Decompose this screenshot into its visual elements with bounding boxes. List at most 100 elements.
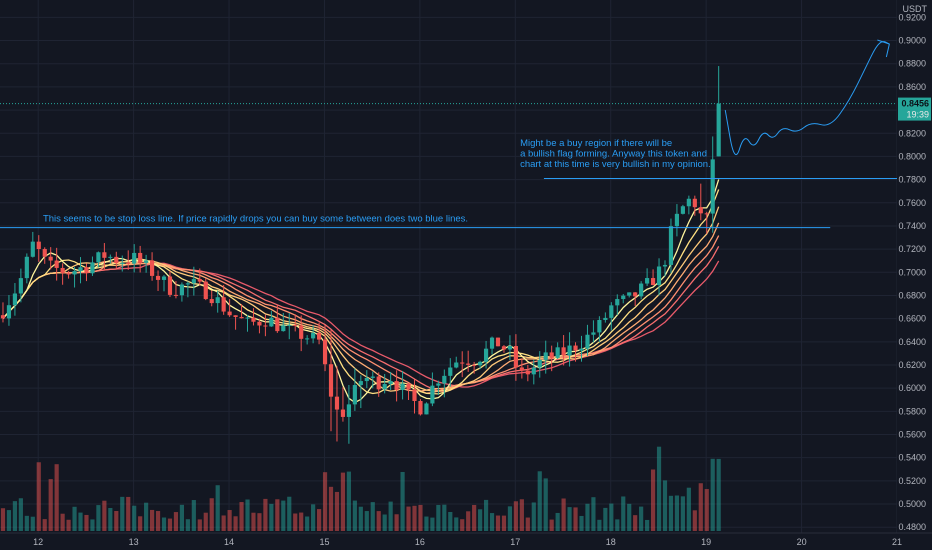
volume-bar — [138, 516, 143, 531]
candle-body — [132, 252, 137, 264]
volume-bar — [155, 511, 161, 531]
volume-bar — [680, 496, 685, 531]
volume-bar — [525, 517, 530, 531]
candle-body — [78, 267, 83, 272]
volume-bar — [591, 497, 596, 531]
candle-body — [376, 376, 381, 390]
volume-bar — [84, 514, 89, 531]
candle-body — [466, 363, 471, 365]
volume-bar — [603, 507, 608, 531]
candle-body — [430, 385, 435, 404]
candle-body — [394, 381, 399, 390]
volume-bar — [716, 458, 721, 531]
candle-body — [639, 283, 644, 297]
volume-bar — [501, 515, 507, 531]
volume-bar — [364, 511, 369, 531]
candle-body — [585, 334, 590, 349]
volume-bar — [328, 486, 334, 531]
volume-bar — [233, 516, 238, 531]
annotations: This seems to be stop loss line. If pric… — [43, 138, 711, 224]
volume-bar — [519, 499, 524, 531]
volume-bar — [179, 504, 184, 531]
price-tick-label: 0.7200 — [898, 244, 926, 254]
time-tick-label: 12 — [33, 537, 43, 547]
volume-bar — [263, 498, 268, 531]
volume-bar — [221, 515, 226, 531]
candle-body — [478, 361, 483, 366]
candle-body — [364, 377, 369, 382]
candle-body — [519, 367, 524, 371]
candle-body — [483, 348, 489, 362]
candle-body — [215, 297, 220, 304]
volume-bar — [126, 496, 131, 531]
candle-body — [442, 375, 447, 384]
volume-bar — [674, 495, 680, 531]
price-tick-label: 0.6400 — [898, 337, 926, 347]
price-tick-label: 0.5200 — [898, 476, 926, 486]
grid — [0, 0, 898, 533]
volume-bar — [132, 505, 137, 531]
volume-bar — [12, 501, 17, 531]
candle-body — [573, 345, 578, 351]
volume-bar — [108, 507, 113, 531]
candle-body — [144, 260, 149, 263]
candle-body — [674, 213, 680, 227]
projection-arrow-head — [877, 39, 890, 58]
price-axis[interactable]: 0.92000.90000.88000.86000.84000.82000.80… — [898, 12, 926, 532]
volume-bar — [382, 514, 387, 531]
candle-body — [6, 305, 12, 319]
candle-body — [340, 409, 346, 417]
candle-body — [698, 207, 703, 214]
candle-body — [311, 332, 316, 339]
volume-bar — [668, 495, 674, 531]
candle-body — [275, 317, 280, 332]
candle-body — [621, 295, 626, 300]
time-axis[interactable]: 12 13 14 15 16 17 18 19 20 21 — [33, 537, 902, 547]
volume-bar — [376, 511, 381, 531]
candle-body — [525, 370, 530, 375]
candle-body — [436, 383, 441, 386]
volume-bar — [394, 514, 399, 531]
time-tick-label: 14 — [224, 537, 234, 547]
price-tick-label: 0.7000 — [898, 267, 926, 277]
price-tick-label: 0.9000 — [898, 36, 926, 46]
candle-body — [48, 256, 53, 261]
volume-bar — [352, 500, 357, 531]
volume-bar — [686, 487, 691, 531]
volume-bar — [567, 507, 572, 531]
candle-body — [382, 384, 387, 390]
candle-body — [287, 324, 292, 326]
candle-body — [328, 364, 334, 397]
candle-body — [406, 383, 411, 390]
volume-bar — [245, 499, 250, 531]
volume-bar — [633, 515, 638, 531]
price-tick-label: 0.9200 — [898, 12, 926, 22]
volume-bar — [311, 504, 316, 531]
candle-body — [66, 273, 71, 275]
candle-body — [615, 299, 620, 306]
candle-body — [388, 381, 393, 385]
volume-bar — [400, 471, 405, 531]
candle-body — [24, 256, 29, 279]
stop-loss-annotation-line: This seems to be stop loss line. If pric… — [43, 213, 468, 224]
candle-body — [686, 198, 691, 207]
candle-body — [316, 332, 322, 340]
buy-region-annotation-line: chart at this time is very bullish in my… — [520, 159, 711, 170]
projection-path — [724, 41, 890, 156]
price-tick-label: 0.8800 — [898, 59, 926, 69]
time-tick-label: 16 — [415, 537, 425, 547]
time-tick-label: 18 — [606, 537, 616, 547]
price-tick-label: 0.5400 — [898, 453, 926, 463]
current-price-marker: 0.8456 19:39 — [898, 97, 931, 121]
candle-body — [108, 256, 113, 258]
volume-bar — [388, 501, 393, 531]
candlesticks — [0, 66, 721, 444]
volume-bar — [209, 498, 214, 531]
candle-body — [72, 271, 77, 275]
volume-bar — [555, 512, 560, 531]
candle-body — [668, 226, 674, 265]
volume-bar — [54, 464, 59, 531]
candle-body — [161, 276, 167, 280]
candle-body — [424, 403, 429, 415]
